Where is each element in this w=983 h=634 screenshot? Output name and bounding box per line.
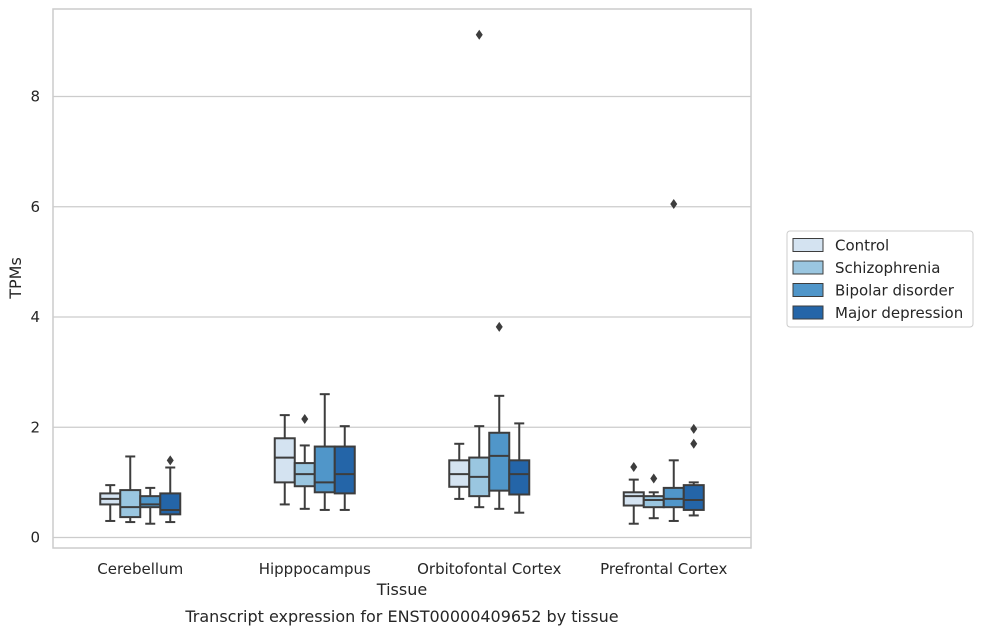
box-body [682,484,705,511]
box-3-3 [682,423,705,517]
legend-swatch-0 [792,238,824,252]
x-tick-label-2: Orbitofontal Cortex [417,560,561,578]
box-0-3 [622,461,645,525]
box-body [622,491,645,507]
outlier-point [495,321,503,332]
box-body [139,495,162,509]
box-3-1 [333,425,356,511]
box-body [662,486,685,509]
box-1-0 [119,455,142,524]
box-2-2 [488,321,511,510]
legend-frame [786,230,974,328]
x-tick-label-0: Cerebellum [97,560,183,578]
box-body [313,445,336,494]
outlier-point [650,473,658,484]
outlier-point [690,423,698,434]
legend: Control Schizophrenia Bipolar disorder Majo… [786,230,974,328]
box-1-1 [293,413,316,510]
outlier-point [475,29,483,40]
box-body [159,492,182,516]
y-tick-label-0: 0 [30,529,40,547]
plot-frame [52,8,752,549]
x-tick-label-1: Hipppocampus [259,560,371,578]
y-tick-label-4: 4 [30,308,40,326]
chart-caption: Transcript expression for ENST0000040965… [184,607,618,626]
y-axis-title: TPMs [6,257,25,300]
boxes-layer [99,29,705,525]
x-axis-title: Tissue [376,580,427,599]
legend-swatch-3 [792,305,824,320]
box-body [273,437,296,484]
outlier-point [690,438,698,449]
box-body [119,489,142,519]
outlier-point [301,413,309,424]
box-0-1 [273,414,296,506]
y-tick-labels: 0 2 4 6 8 [30,88,40,547]
x-tick-label-3: Prefrontal Cortex [600,560,727,578]
outlier-point [166,455,174,466]
legend-swatch-2 [792,283,824,297]
legend-label-2: Bipolar disorder [835,282,955,300]
box-body [333,445,356,495]
x-tick-labels: Cerebellum Hipppocampus Orbitofontal Corte… [97,560,727,578]
outlier-point [630,461,638,472]
legend-label-3: Major depression [835,304,963,322]
box-2-1 [313,393,336,511]
y-tick-label-8: 8 [30,88,40,106]
box-body [488,431,511,492]
box-3-2 [508,422,531,514]
box-body [508,459,531,496]
box-body [642,495,665,509]
legend-swatch-1 [792,260,824,275]
outlier-point [670,198,678,209]
legend-label-0: Control [835,237,889,255]
box-0-2 [448,442,471,500]
y-tick-label-2: 2 [30,418,40,436]
grid-lines [53,95,751,539]
y-tick-label-6: 6 [30,198,40,216]
box-3-0 [159,455,182,524]
plot-area [53,9,751,548]
legend-label-1: Schizophrenia [835,259,940,277]
